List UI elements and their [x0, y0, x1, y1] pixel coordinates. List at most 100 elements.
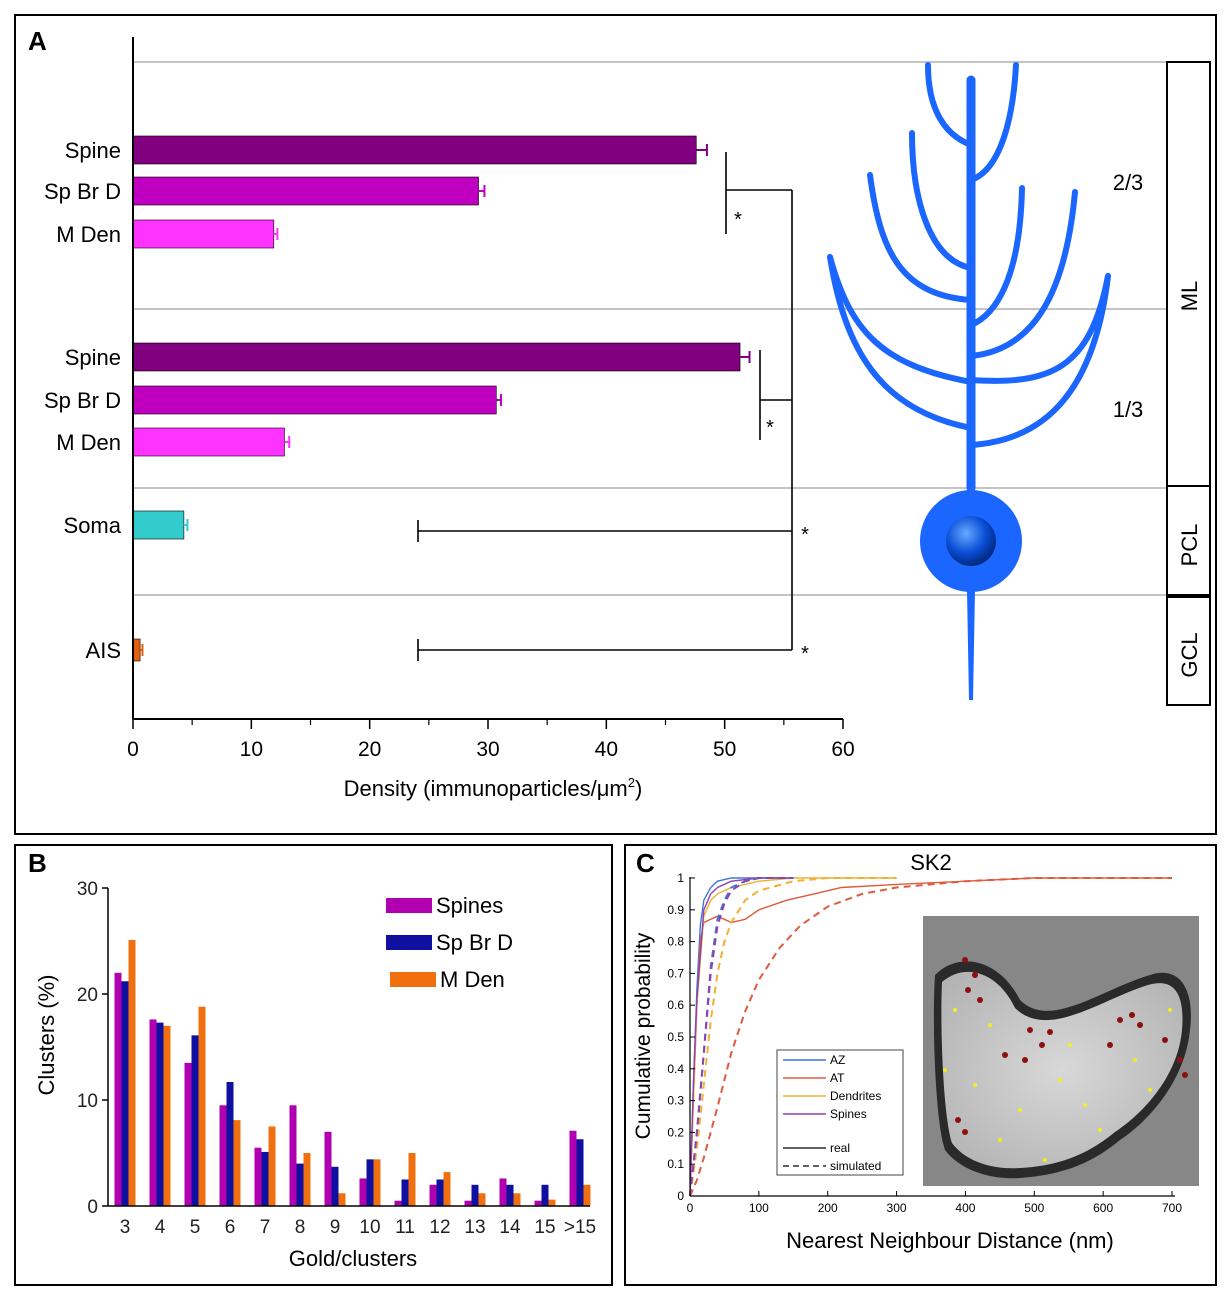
x-tick-label-0: 0 — [127, 738, 139, 761]
panel-a-xlabel: Density (immunoparticles/μm2) — [344, 775, 643, 801]
panel-b-xlabel: Gold/clusters — [289, 1246, 417, 1271]
b-legend-label-2: M Den — [440, 967, 505, 992]
bar-spines-7 — [254, 1147, 262, 1206]
bar-m-den-13 — [478, 1193, 486, 1206]
bar-sp-br-d-10 — [366, 1159, 374, 1206]
layer-box-ml-label: ML — [1177, 281, 1202, 312]
bar-m-den-4 — [163, 1025, 171, 1206]
bar-sp-br-d-7 — [261, 1151, 269, 1206]
bar-spines-13 — [464, 1200, 472, 1206]
panel-a-category-labels: Spine Sp Br D M Den Spine Sp Br D M Den Soma AI… — [44, 138, 122, 663]
panel-b-bars — [114, 939, 591, 1206]
category-label-1: Sp Br D — [44, 179, 121, 204]
x-tick-label-40: 40 — [595, 738, 618, 761]
b-legend-swatch-2 — [390, 972, 436, 987]
bar-m-den-7 — [268, 1126, 276, 1206]
c-y-tick-label-0.1: 0.1 — [667, 1157, 684, 1171]
legend-label-az: AZ — [830, 1053, 845, 1067]
bar-m-den-6 — [233, 1120, 241, 1206]
b-x-tick-label-15: 15 — [534, 1217, 555, 1238]
bar-spines-15 — [534, 1200, 542, 1206]
legend-label-at: AT — [830, 1071, 845, 1085]
b-x-tick-label->15: >15 — [564, 1217, 596, 1238]
c-x-tick-label-500: 500 — [1024, 1201, 1044, 1215]
panel-c-x-ticks: 0 100 200 300 400 500 600 700 — [687, 1191, 1182, 1215]
legend-simulated-label: simulated — [830, 1159, 881, 1173]
b-y-tick-label-10: 10 — [77, 1091, 98, 1112]
bar-spine-0 — [132, 135, 697, 165]
layer-box-pcl-label: PCL — [1177, 524, 1202, 567]
c-y-tick-label-0.3: 0.3 — [667, 1094, 684, 1108]
curve-at-real — [689, 877, 1172, 1197]
c-x-tick-label-100: 100 — [749, 1201, 769, 1215]
panel-c-curves — [689, 877, 1172, 1197]
layer-label-upper: 2/3 — [1113, 170, 1144, 195]
bar-sp-br-d-14 — [506, 1184, 514, 1206]
category-label-4: Sp Br D — [44, 388, 121, 413]
layer-box-gcl-label: GCL — [1177, 632, 1202, 677]
b-y-tick-label-30: 30 — [77, 879, 98, 900]
c-y-tick-label-0.4: 0.4 — [667, 1062, 684, 1076]
b-x-tick-label-5: 5 — [190, 1217, 201, 1238]
bar-spines->15 — [569, 1130, 577, 1206]
bar-sp-br-d-8 — [296, 1163, 304, 1206]
category-label-2: M Den — [56, 222, 121, 247]
category-label-6: Soma — [64, 513, 122, 538]
c-x-tick-label-700: 700 — [1162, 1201, 1182, 1215]
bar-spines-9 — [324, 1131, 332, 1206]
x-tick-label-10: 10 — [240, 738, 263, 761]
bar-sp-br-d-6 — [226, 1081, 234, 1206]
panel-c-legend-box — [776, 1049, 904, 1176]
panel-c-xlabel: Nearest Neighbour Distance (nm) — [786, 1228, 1114, 1253]
b-x-tick-label-9: 9 — [330, 1217, 341, 1238]
bar-spine-3 — [132, 342, 741, 372]
panel-b-x-ticks: 3 4 5 6 7 8 9 10 11 12 13 14 15 >15 — [120, 1217, 596, 1238]
b-x-tick-label-4: 4 — [155, 1217, 166, 1238]
category-label-5: M Den — [56, 430, 121, 455]
b-legend-swatch-1 — [386, 935, 432, 950]
bar-sp-br-d-11 — [401, 1179, 409, 1206]
bar-m-den-15 — [548, 1199, 556, 1206]
layer-box-gcl — [1166, 596, 1211, 706]
panel-c-ylabel: Cumulative probability — [632, 932, 655, 1139]
bar-spines-12 — [429, 1184, 437, 1206]
panel-a-x-ticks: 0 10 20 30 40 50 60 — [127, 719, 855, 761]
bar-m-den-5 — [198, 1006, 206, 1206]
b-y-tick-label-20: 20 — [77, 985, 98, 1006]
c-x-tick-label-200: 200 — [818, 1201, 838, 1215]
b-x-tick-label-14: 14 — [499, 1217, 521, 1238]
c-y-tick-label-1: 1 — [677, 871, 684, 885]
panel-a-bars — [132, 135, 751, 662]
bar-m-den-14 — [513, 1193, 521, 1206]
bar-sp-br-d-4 — [132, 385, 497, 415]
layer-box-ml — [1166, 61, 1211, 487]
b-x-tick-label-12: 12 — [429, 1217, 450, 1238]
bar-sp-br-d-12 — [436, 1179, 444, 1206]
significance-brackets — [417, 152, 793, 661]
bar-m-den-3 — [128, 939, 136, 1206]
star-soma: * — [801, 524, 809, 546]
category-label-3: Spine — [65, 345, 121, 370]
bar-m-den->15 — [583, 1184, 591, 1206]
curve-dendrites-simulated — [689, 877, 897, 1197]
panel-b: B 0 10 20 30 3 4 5 6 7 8 9 10 11 12 13 14 15 >15 Cluster… — [14, 844, 613, 1286]
layer-box-pcl — [1166, 485, 1211, 596]
curve-spines-real — [689, 877, 794, 1197]
b-legend-swatch-0 — [386, 898, 432, 913]
granule-cell-dendrites — [827, 62, 1111, 493]
bar-m-den-8 — [303, 1153, 311, 1206]
bar-sp-br-d-9 — [331, 1166, 339, 1206]
bar-spines-3 — [114, 972, 122, 1206]
panel-b-legend: Spines Sp Br D M Den — [386, 893, 513, 992]
panel-c-letter: C — [636, 848, 655, 878]
panel-b-frame — [14, 844, 613, 1286]
curve-az-simulated — [689, 877, 794, 1197]
bar-sp-br-d->15 — [576, 1139, 584, 1206]
c-y-tick-label-0.7: 0.7 — [667, 966, 684, 980]
curve-at-simulated — [689, 877, 1172, 1197]
x-tick-label-30: 30 — [476, 738, 499, 761]
bar-spines-5 — [184, 1062, 192, 1206]
em-micrograph-inset — [923, 916, 1199, 1186]
legend-label-spines: Spines — [830, 1107, 867, 1121]
